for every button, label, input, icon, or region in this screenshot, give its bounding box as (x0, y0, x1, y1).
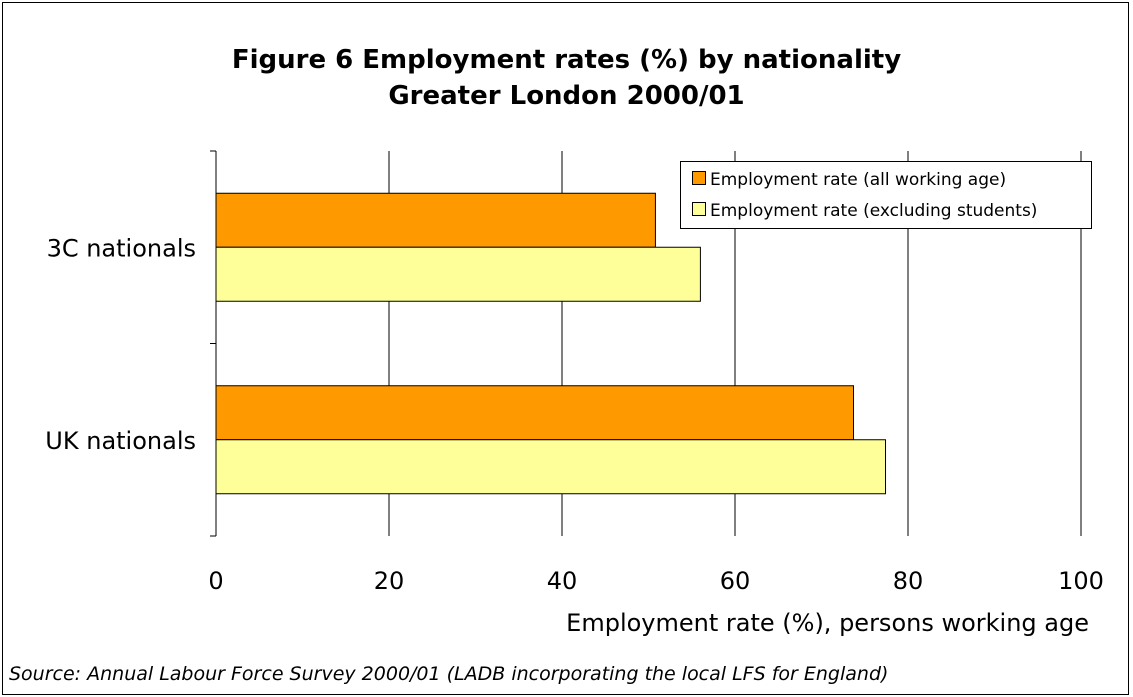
x-tick-label: 20 (374, 567, 405, 595)
bar (215, 385, 855, 441)
x-tick-label: 0 (208, 567, 223, 595)
legend-item-all-working-age: Employment rate (all working age) (692, 170, 1006, 192)
x-axis-title: Employment rate (%), persons working age (566, 609, 1089, 637)
bar (215, 246, 701, 302)
x-tick-label: 80 (893, 567, 924, 595)
chart-title-line2: Greater London 2000/01 (388, 81, 745, 111)
chart-title-line1: Figure 6 Employment rates (%) by nationa… (231, 45, 902, 75)
x-tick-label: 60 (720, 567, 751, 595)
x-tick-label: 40 (547, 567, 578, 595)
x-tick-label: 100 (1058, 567, 1104, 595)
legend-swatch-orange (692, 171, 706, 185)
bar (215, 192, 656, 248)
category-label: UK nationals (45, 427, 196, 455)
chart-legend: Employment rate (all working age) Employ… (680, 161, 1092, 229)
legend-swatch-yellow (692, 202, 706, 216)
legend-label-all-working-age: Employment rate (all working age) (710, 170, 1007, 190)
chart-plot: 0 20 40 60 80 100 Employment rate (%), persons… (45, 150, 1104, 637)
legend-item-excluding-students: Employment rate (excluding students) (692, 201, 1037, 223)
legend-label-excluding-students: Employment rate (excluding students) (710, 201, 1038, 221)
source-note: Source: Annual Labour Force Survey 2000/… (9, 663, 889, 685)
bar (215, 439, 887, 495)
category-label: 3C nationals (47, 234, 196, 262)
